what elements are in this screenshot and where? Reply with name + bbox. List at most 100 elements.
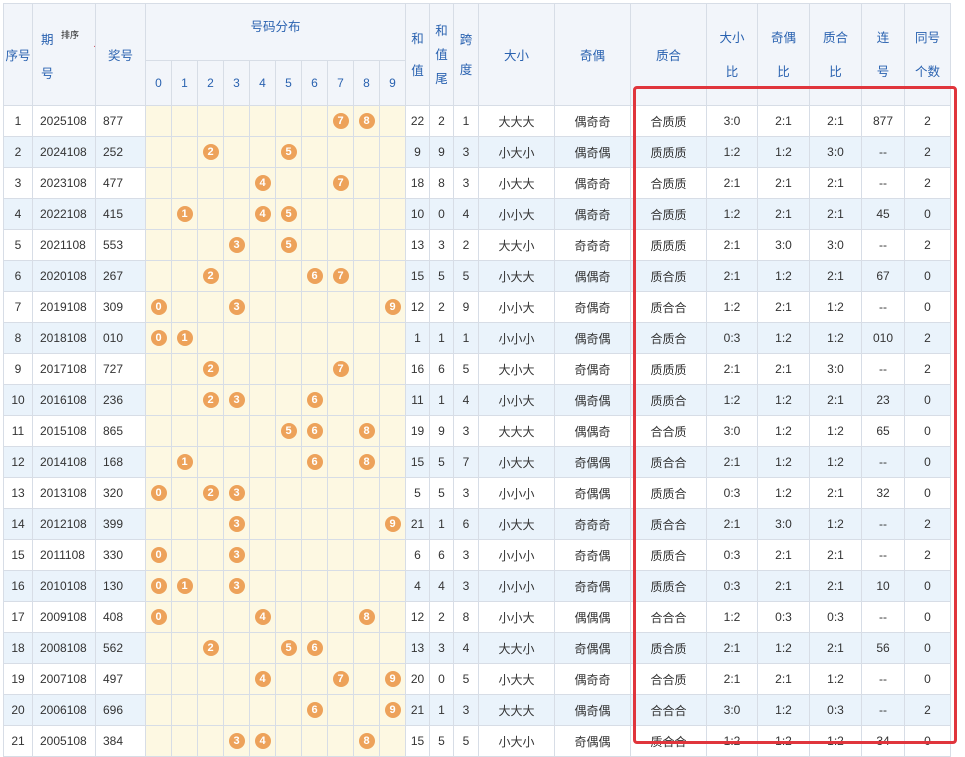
odd-even-cell: 偶奇奇 (554, 198, 631, 230)
distribution-cell (171, 260, 198, 292)
oe-ratio-cell: 3:0 (757, 508, 810, 540)
sum-tail-cell: 0 (429, 198, 454, 230)
distribution-cell (145, 198, 172, 230)
distribution-cell (301, 136, 328, 168)
distribution-cell (197, 725, 224, 757)
prize-cell: 252 (95, 136, 146, 168)
period-cell: 2023108 (32, 167, 96, 199)
distribution-cell (379, 570, 406, 602)
distribution-cell (171, 477, 198, 509)
table-row: 12 2014108 168 1 6 8 15 5 7 小大大 奇偶偶 质合合 2:1 1:2 1:2 -- 0 (3, 446, 951, 478)
distribution-cell: 0 (145, 539, 172, 571)
distribution-cell (249, 291, 276, 323)
distribution-cell (145, 663, 172, 695)
bs-ratio-cell: 2:1 (706, 663, 758, 695)
seq-cell: 16 (3, 570, 33, 602)
oe-ratio-cell: 0:3 (757, 601, 810, 633)
bs-ratio-cell: 3:0 (706, 415, 758, 447)
consecutive-cell: 67 (861, 260, 905, 292)
oe-ratio-cell: 2:1 (757, 663, 810, 695)
col-sum-tail: 和值尾 (429, 3, 454, 106)
same-count-cell: 2 (904, 353, 951, 385)
distribution-cell (327, 632, 354, 664)
distribution-cell (249, 446, 276, 478)
distribution-cell: 3 (223, 570, 250, 602)
prize-cell: 330 (95, 539, 146, 571)
distribution-cell: 2 (197, 384, 224, 416)
distribution-cell (171, 415, 198, 447)
pc-ratio-cell: 2:1 (809, 570, 862, 602)
sort-button[interactable]: 排序 (61, 30, 80, 40)
oe-ratio-cell: 1:2 (757, 725, 810, 757)
consecutive-cell: -- (861, 508, 905, 540)
seq-cell: 19 (3, 663, 33, 695)
sum-tail-cell: 6 (429, 539, 454, 571)
number-ball-icon: 5 (280, 144, 297, 160)
period-cell: 2022108 (32, 198, 96, 230)
sum-tail-cell: 9 (429, 136, 454, 168)
bs-ratio-cell: 0:3 (706, 322, 758, 354)
distribution-cell: 6 (301, 694, 328, 726)
prime-composite-cell: 质质合 (630, 539, 707, 571)
prime-composite-cell: 质合合 (630, 508, 707, 540)
distribution-cell (171, 291, 198, 323)
sum-tail-cell: 5 (429, 725, 454, 757)
sum-cell: 18 (405, 167, 430, 199)
bs-ratio-cell: 1:2 (706, 291, 758, 323)
big-small-cell: 大大大 (478, 105, 555, 137)
distribution-cell (197, 694, 224, 726)
period-cell: 2025108 (32, 105, 96, 137)
table-row: 6 2020108 267 2 6 7 15 5 5 小大大 偶偶奇 质合质 2:1 1:2 2:1 67 0 (3, 260, 951, 292)
digit-header: 2 (197, 60, 224, 106)
number-ball-icon: 4 (254, 733, 271, 749)
number-ball-icon: 5 (280, 640, 297, 656)
sum-cell: 16 (405, 353, 430, 385)
sum-cell: 12 (405, 601, 430, 633)
number-ball-icon: 0 (150, 609, 167, 625)
number-ball-icon: 3 (228, 485, 245, 501)
prime-composite-cell: 合质合 (630, 322, 707, 354)
prize-cell: 399 (95, 508, 146, 540)
period-cell: 2014108 (32, 446, 96, 478)
bs-ratio-cell: 1:2 (706, 725, 758, 757)
oe-ratio-cell: 1:2 (757, 477, 810, 509)
pc-ratio-cell: 2:1 (809, 477, 862, 509)
number-ball-icon: 4 (254, 609, 271, 625)
distribution-cell (353, 229, 380, 261)
period-cell: 2018108 (32, 322, 96, 354)
distribution-cell (275, 384, 302, 416)
distribution-cell (145, 508, 172, 540)
table-row: 5 2021108 553 3 5 13 3 2 大大小 奇奇奇 质质质 2:1 3:0 3:0 -- 2 (3, 229, 951, 261)
distribution-cell: 7 (327, 663, 354, 695)
number-ball-icon: 6 (306, 392, 323, 408)
table-row: 9 2017108 727 2 7 16 6 5 大小大 奇偶奇 质质质 2:1 2:1 3:0 -- 2 (3, 353, 951, 385)
oe-ratio-cell: 2:1 (757, 353, 810, 385)
odd-even-cell: 偶偶偶 (554, 601, 631, 633)
consecutive-cell: 32 (861, 477, 905, 509)
col-number-distribution: 号码分布 (145, 3, 406, 61)
prize-cell: 320 (95, 477, 146, 509)
distribution-cell: 4 (249, 198, 276, 230)
big-small-cell: 小大大 (478, 167, 555, 199)
table-row: 16 2010108 130 0 1 3 4 4 3 小小小 奇奇偶 质质合 0:3 2:1 2:1 10 0 (3, 570, 951, 602)
bs-ratio-cell: 2:1 (706, 446, 758, 478)
odd-even-cell: 偶奇奇 (554, 105, 631, 137)
prime-composite-cell: 质质合 (630, 570, 707, 602)
same-count-cell: 0 (904, 663, 951, 695)
distribution-cell (353, 694, 380, 726)
number-ball-icon: 0 (150, 547, 167, 563)
bs-ratio-cell: 0:3 (706, 477, 758, 509)
number-ball-icon: 9 (384, 299, 401, 315)
number-ball-icon: 0 (150, 485, 167, 501)
consecutive-cell: -- (861, 291, 905, 323)
col-big-small: 大小 (478, 3, 555, 106)
period-cell: 2024108 (32, 136, 96, 168)
sort-up-arrow-icon[interactable] (94, 41, 95, 47)
prize-cell: 877 (95, 105, 146, 137)
bs-ratio-cell: 0:3 (706, 570, 758, 602)
sum-tail-cell: 9 (429, 415, 454, 447)
period-cell: 2015108 (32, 415, 96, 447)
pc-ratio-cell: 1:2 (809, 508, 862, 540)
distribution-cell (301, 663, 328, 695)
distribution-cell (353, 477, 380, 509)
